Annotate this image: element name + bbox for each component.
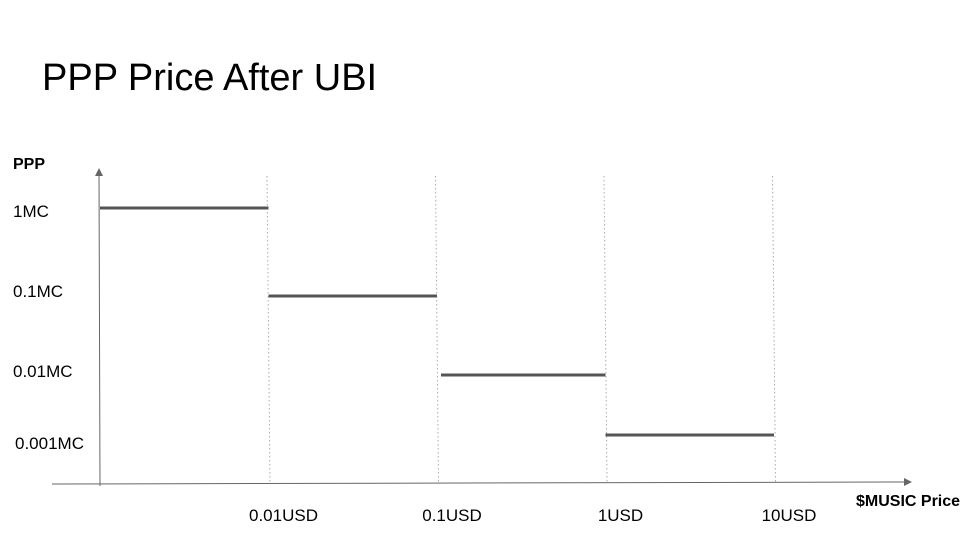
x-tick-label-0: 0.01USD [249, 506, 318, 525]
x-tick-label-1: 0.1USD [422, 506, 482, 525]
grid-lines [266, 175, 776, 485]
grid-line-2 [603, 175, 608, 485]
x-tick-label-3: 10USD [762, 506, 817, 525]
x-axis-label: $MUSIC Price [856, 493, 960, 510]
y-tick-label-2: 0.01MC [13, 362, 73, 381]
y-tick-label-0: 1MC [13, 202, 49, 221]
x-axis [51, 478, 912, 487]
grid-line-0 [266, 175, 271, 485]
grid-line-3 [772, 175, 776, 485]
axes [51, 168, 912, 487]
tick-labels: 0.01USD 0.1USD 1USD 10USD 1MC 0.1MC 0.01MC 0.00… [13, 202, 816, 525]
x-tick-label-2: 1USD [598, 506, 643, 525]
y-tick-label-1: 0.1MC [13, 282, 63, 301]
y-axis-label: PPP [13, 156, 45, 173]
series-segments [100, 206, 774, 437]
slide-title: PPP Price After UBI [42, 57, 378, 99]
y-tick-label-3: 0.001MC [15, 434, 84, 453]
grid-line-1 [435, 175, 439, 485]
y-axis [95, 168, 104, 487]
